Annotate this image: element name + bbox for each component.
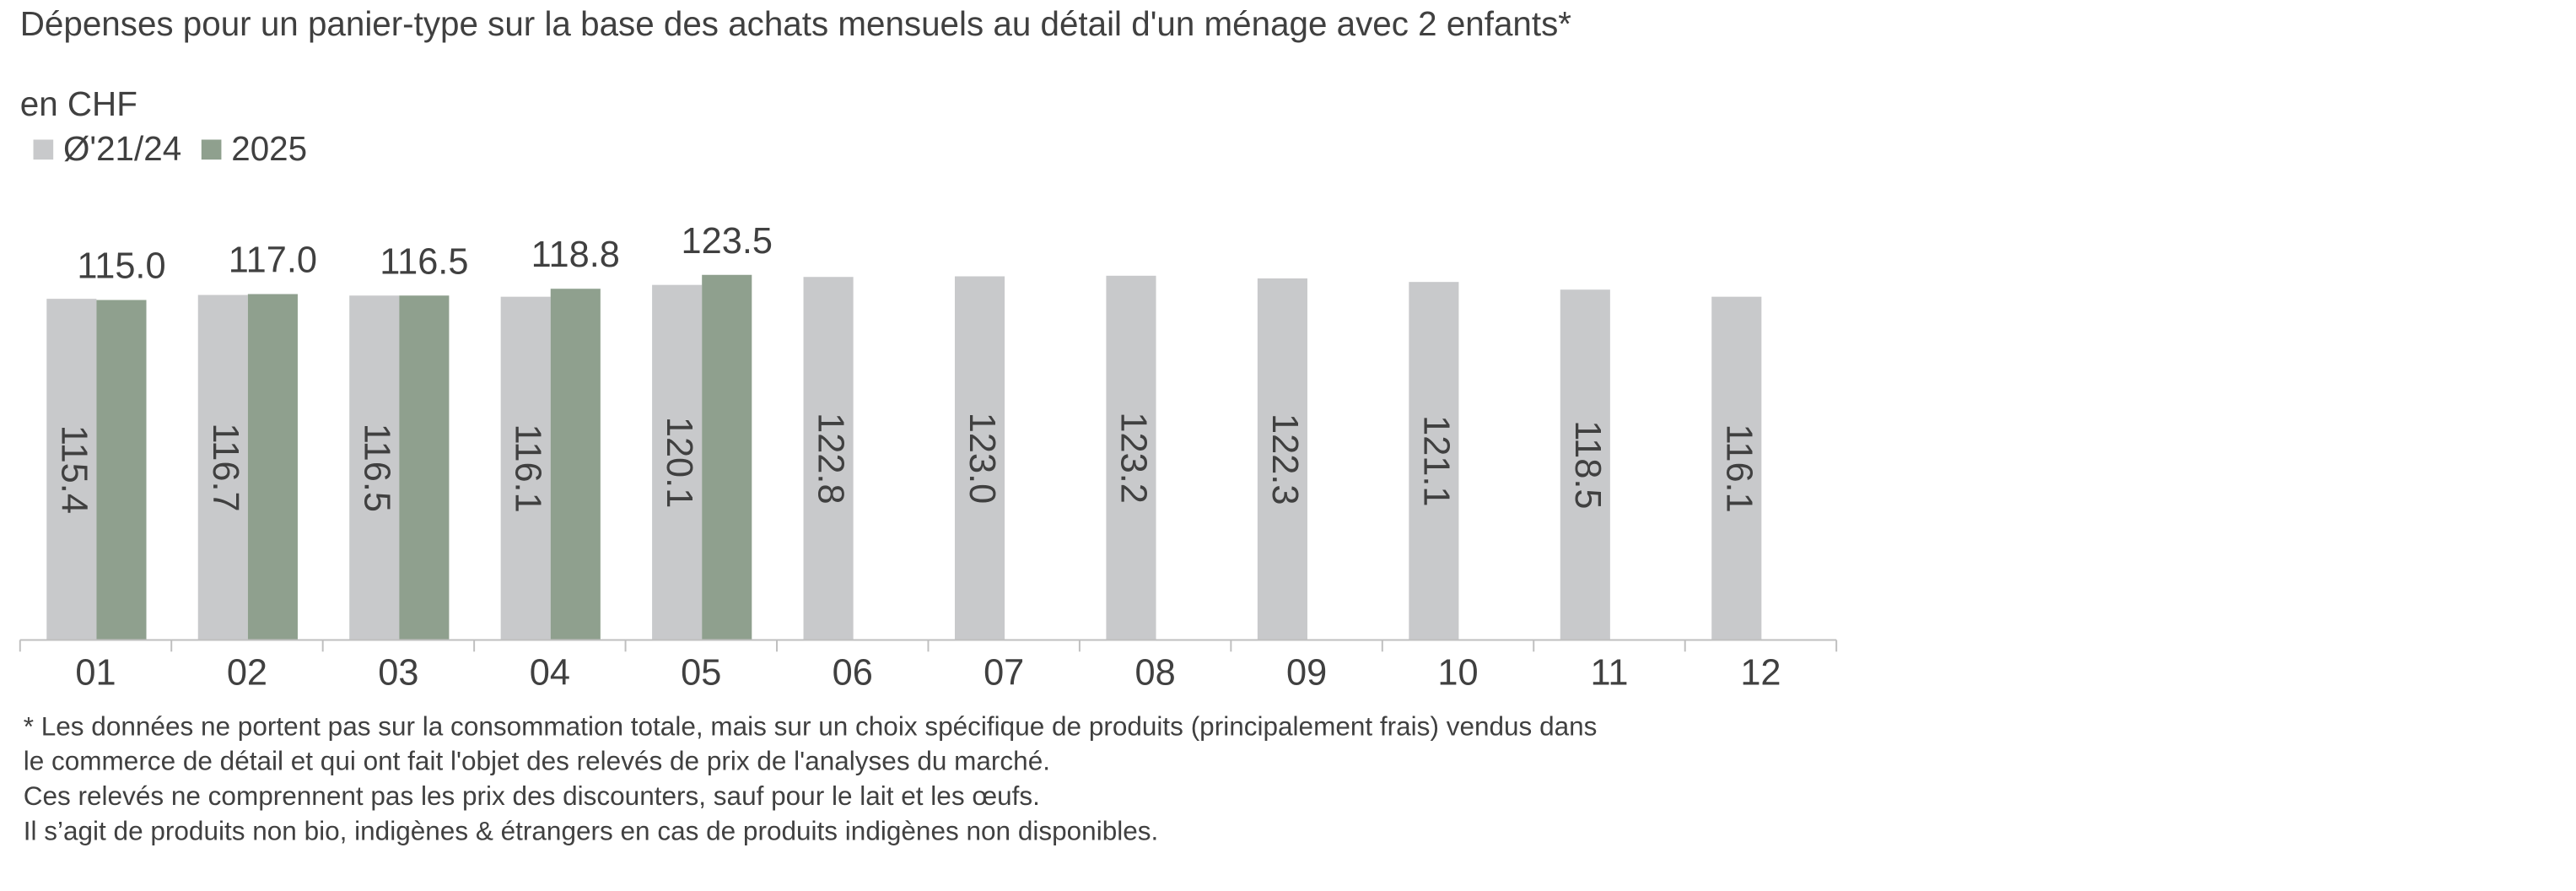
footnote: Ces relevés ne comprennent pas les prix … — [24, 780, 1040, 811]
x-tick-label: 10 — [1437, 652, 1478, 693]
legend-label: Ø'21/24 — [63, 129, 181, 168]
value-label: 115.0 — [77, 246, 165, 287]
bar — [46, 299, 97, 640]
footnote: le commerce de détail et qui ont fait l'… — [24, 746, 1050, 776]
bar — [349, 295, 400, 640]
value-label: 116.5 — [380, 241, 468, 282]
bar — [1106, 275, 1156, 640]
value-label: 123.0 — [962, 413, 1002, 504]
bar — [954, 276, 1005, 640]
bar — [96, 300, 147, 640]
value-label: 116.7 — [205, 423, 245, 511]
value-label: 118.8 — [531, 235, 620, 275]
x-tick-label: 04 — [530, 652, 570, 693]
x-tick-label: 09 — [1286, 652, 1327, 693]
x-tick-label: 03 — [378, 652, 418, 693]
x-tick-label: 07 — [984, 652, 1024, 693]
footnote: Il s’agit de produits non bio, indigènes… — [24, 815, 1159, 845]
legend-swatch — [33, 139, 54, 160]
bar — [399, 295, 450, 640]
value-label: 115.4 — [53, 425, 94, 514]
bar — [500, 296, 551, 640]
value-label: 118.5 — [1567, 420, 1608, 509]
value-label: 120.1 — [659, 417, 699, 508]
bar — [1711, 296, 1762, 640]
value-label: 116.1 — [1718, 424, 1759, 512]
bar — [1257, 278, 1307, 640]
bar — [702, 274, 752, 640]
value-label: 123.5 — [682, 221, 773, 262]
bar — [1409, 282, 1459, 640]
x-tick-label: 05 — [681, 652, 721, 693]
value-label: 116.5 — [356, 424, 396, 512]
bar — [803, 277, 854, 640]
x-tick-label: 02 — [227, 652, 267, 693]
chart-title: Dépenses pour un panier-type sur la base… — [20, 4, 1571, 43]
value-label: 116.1 — [508, 424, 548, 512]
bar — [1560, 289, 1610, 640]
legend-label: 2025 — [231, 129, 307, 168]
chart-subtitle: en CHF — [20, 84, 137, 123]
x-tick-label: 06 — [833, 652, 873, 693]
value-label: 123.2 — [1113, 412, 1154, 503]
legend-swatch — [201, 139, 222, 160]
bar — [652, 284, 703, 640]
value-label: 122.8 — [811, 413, 851, 504]
value-label: 121.1 — [1415, 415, 1456, 506]
value-label: 122.3 — [1264, 413, 1305, 505]
value-label: 117.0 — [229, 240, 317, 281]
x-tick-label: 01 — [75, 652, 116, 693]
x-tick-label: 08 — [1135, 652, 1176, 693]
footnote: * Les données ne portent pas sur la cons… — [24, 710, 1598, 741]
bar — [247, 294, 298, 640]
x-tick-label: 11 — [1590, 652, 1628, 693]
x-tick-label: 12 — [1740, 652, 1781, 693]
bar — [197, 294, 248, 640]
bar — [550, 289, 601, 640]
